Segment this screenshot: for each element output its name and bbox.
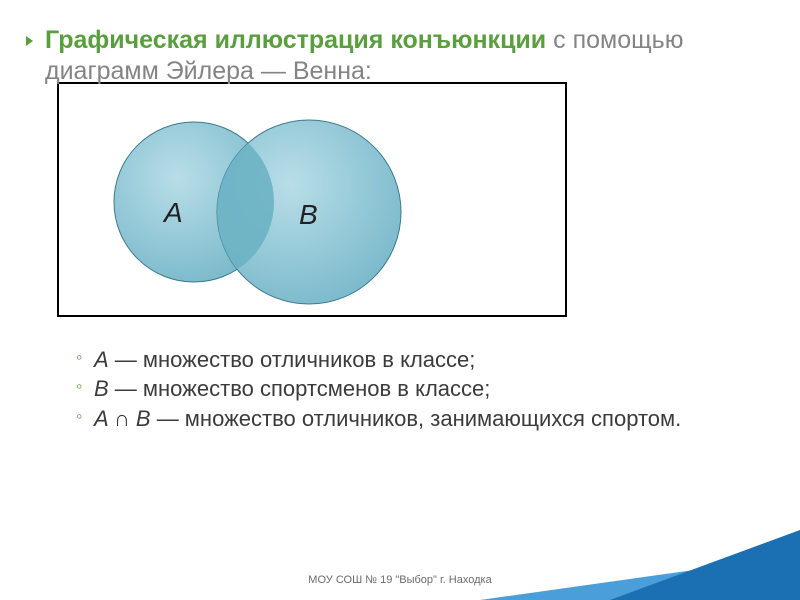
title-bullet-icon (26, 36, 33, 46)
title-green-part: Графическая иллюстрация конъюнкции (45, 26, 546, 54)
label-b: B (299, 199, 318, 230)
legend-line-b: B — множество спортсменов в классе; (80, 374, 765, 404)
circle-a (114, 122, 274, 282)
legend-text-ab: — множество отличников, занимающихся спо… (151, 406, 682, 431)
legend-line-a: A — множество отличников в классе; (80, 345, 765, 375)
legend-text-b: — множество спортсменов в классе; (109, 376, 491, 401)
label-a: A (162, 197, 183, 228)
venn-diagram-container: A B (57, 82, 567, 317)
legend: A — множество отличников в классе; B — м… (80, 345, 765, 434)
circle-b (217, 120, 401, 304)
legend-lead-a: A (94, 347, 109, 372)
intersection-region (217, 120, 401, 304)
legend-lead-b: B (94, 376, 109, 401)
legend-lead-ab: A ∩ B (94, 406, 151, 431)
decoration-triangle-dark (610, 530, 800, 600)
legend-line-ab: A ∩ B — множество отличников, занимающих… (80, 404, 765, 434)
venn-diagram: A B (84, 102, 424, 312)
legend-text-a: — множество отличников в классе; (109, 347, 476, 372)
slide-title: Графическая иллюстрация конъюнкции с пом… (45, 25, 765, 88)
